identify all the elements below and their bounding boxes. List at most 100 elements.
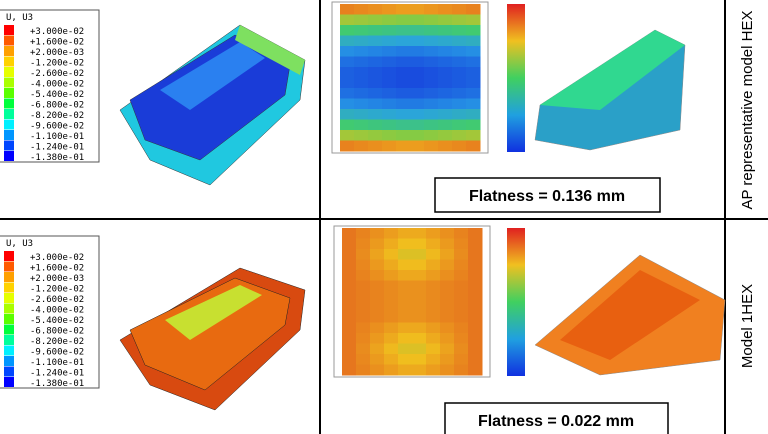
- heatmap-cell: [398, 259, 413, 271]
- heatmap-cell: [396, 35, 411, 47]
- heatmap-cell: [424, 88, 439, 99]
- heatmap-cell: [468, 333, 483, 344]
- flatness-box: [444, 402, 669, 434]
- heatmap-cell: [396, 14, 411, 26]
- heatmap-cell: [466, 77, 481, 89]
- heatmap-cell: [368, 35, 383, 47]
- heatmap-cell: [342, 301, 357, 313]
- heatmap-cell: [454, 333, 469, 344]
- colorbar: [507, 228, 525, 376]
- heatmap-cell: [396, 25, 411, 36]
- heatmap-cell: [370, 249, 385, 260]
- heatmap-cell: [440, 291, 455, 302]
- heatmap-cell: [382, 140, 397, 152]
- legend-swatch: [4, 140, 14, 151]
- legend-label: -2.600e-02: [30, 295, 84, 305]
- heatmap-cell: [410, 77, 425, 89]
- heatmap-cell: [466, 56, 481, 68]
- legend-title: U, U3: [6, 13, 33, 23]
- heatmap-cell: [412, 343, 427, 355]
- heatmap-cell: [356, 280, 371, 292]
- legend-label: +2.000e-03: [30, 48, 84, 58]
- heatmap-cell: [424, 67, 439, 78]
- heatmap-cell: [468, 270, 483, 281]
- heatmap-cell: [424, 4, 439, 15]
- heatmap-cell: [368, 4, 383, 15]
- heatmap-cell: [354, 140, 369, 152]
- heatmap-cell: [396, 88, 411, 99]
- heatmap-cell: [370, 238, 385, 250]
- heatmap-cell: [384, 270, 399, 281]
- heatmap-cell: [342, 312, 357, 323]
- legend-swatch: [4, 377, 14, 387]
- heatmap-cell: [424, 25, 439, 36]
- heatmap-cell: [370, 364, 385, 376]
- heatmap-cell: [356, 364, 371, 376]
- colorbar: [507, 4, 525, 152]
- heatmap-cell: [340, 14, 355, 26]
- heatmap-cell: [384, 291, 399, 302]
- heatmap-cell: [424, 35, 439, 47]
- heatmap-cell: [438, 56, 453, 68]
- heatmap-cell: [426, 301, 441, 313]
- heatmap-cell: [370, 291, 385, 302]
- legend-swatch: [4, 366, 14, 377]
- legend-swatch: [4, 88, 14, 98]
- heatmap-cell: [370, 301, 385, 313]
- heatmap-cell: [424, 56, 439, 68]
- heatmap-cell: [466, 4, 481, 15]
- heatmap-cell: [468, 301, 483, 313]
- heatmap-cell: [354, 77, 369, 89]
- heatmap-cell: [440, 280, 455, 292]
- heatmap-cell: [412, 312, 427, 323]
- heatmap-cell: [438, 88, 453, 99]
- heatmap-cell: [384, 322, 399, 334]
- legend-swatch: [4, 314, 14, 324]
- heatmap-cell: [382, 46, 397, 57]
- heatmap-cell: [368, 14, 383, 26]
- heatmap-cell: [440, 249, 455, 260]
- heatmap-cell: [454, 249, 469, 260]
- heatmap-cell: [454, 322, 469, 334]
- legend-label: +3.000e-02: [30, 27, 84, 37]
- heatmap-cell: [440, 301, 455, 313]
- heatmap-cell: [396, 140, 411, 152]
- heatmap-cell: [438, 67, 453, 78]
- heatmap-cell: [438, 25, 453, 36]
- heatmap-cell: [370, 312, 385, 323]
- heatmap-cell: [398, 270, 413, 281]
- heatmap-cell: [398, 249, 413, 260]
- heatmap-cell: [340, 56, 355, 68]
- legend-label: -1.200e-02: [30, 59, 84, 69]
- surface-3d-shade: [540, 30, 685, 110]
- heatmap-cell: [438, 140, 453, 152]
- heatmap-cell: [410, 140, 425, 152]
- legend-label: -6.800e-02: [30, 101, 84, 111]
- heatmap-cell: [438, 35, 453, 47]
- heatmap-cell: [452, 67, 467, 78]
- heatmap-cell: [368, 88, 383, 99]
- heatmap-cell: [368, 109, 383, 120]
- heatmap-cell: [382, 98, 397, 110]
- heatmap-cell: [426, 312, 441, 323]
- heatmap-cell: [440, 333, 455, 344]
- heatmap-cell: [410, 88, 425, 99]
- legend-swatch: [4, 35, 14, 46]
- heatmap-cell: [368, 77, 383, 89]
- model-edge: [235, 25, 305, 75]
- heatmap-cell: [342, 333, 357, 344]
- legend-title: U, U3: [6, 239, 33, 249]
- legend-swatch: [4, 272, 14, 282]
- heatmap-cell: [384, 343, 399, 355]
- heatmap-cell: [356, 322, 371, 334]
- heatmap-cell: [398, 364, 413, 376]
- heatmap-cell: [410, 67, 425, 78]
- heatmap-cell: [424, 98, 439, 110]
- heatmap-cell: [356, 301, 371, 313]
- heatmap-cell: [354, 67, 369, 78]
- heatmap-cell: [468, 259, 483, 271]
- heatmap-cell: [382, 14, 397, 26]
- heatmap-cell: [398, 343, 413, 355]
- model-top: [129, 277, 291, 391]
